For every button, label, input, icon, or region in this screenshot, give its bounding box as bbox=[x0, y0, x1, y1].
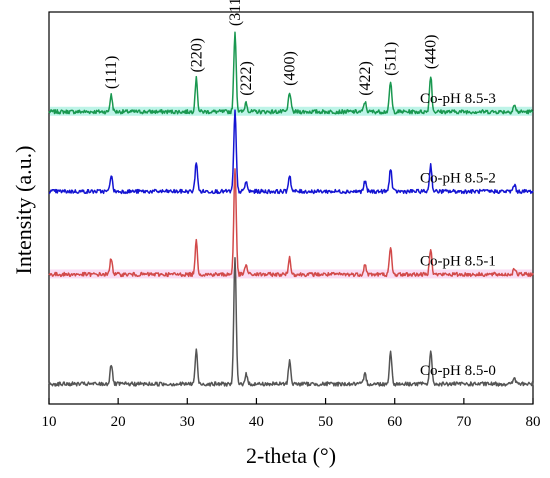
peak-label: (440) bbox=[423, 35, 440, 70]
highlight-bands bbox=[50, 106, 532, 279]
peak-label: (111) bbox=[103, 56, 120, 89]
series-label: Co-pH 8.5-2 bbox=[420, 170, 496, 186]
series-label: Co-pH 8.5-3 bbox=[420, 91, 496, 107]
x-tick-label: 30 bbox=[180, 414, 195, 430]
series-label: Co-pH 8.5-1 bbox=[420, 253, 496, 269]
series-label: Co-pH 8.5-0 bbox=[420, 363, 496, 379]
x-tick-label: 20 bbox=[111, 414, 126, 430]
x-tick-label: 80 bbox=[526, 414, 541, 430]
x-axis-title: 2-theta (°) bbox=[246, 443, 336, 468]
peak-label: (400) bbox=[282, 51, 299, 86]
series-line bbox=[48, 109, 534, 195]
x-tick-label: 50 bbox=[318, 414, 333, 430]
peak-label: (220) bbox=[188, 38, 205, 73]
plot-frame bbox=[48, 11, 534, 405]
peak-label: (311) bbox=[227, 0, 244, 26]
series-highlight-band bbox=[50, 106, 532, 116]
series-highlight-band bbox=[50, 269, 532, 279]
x-tick-label: 60 bbox=[387, 414, 402, 430]
x-tick-label: 10 bbox=[42, 414, 57, 430]
peak-labels: (111) (220) (311) (222) (400) (422) (511) (440) bbox=[103, 0, 439, 96]
peak-label: (422) bbox=[357, 61, 374, 96]
series-line bbox=[48, 257, 534, 387]
x-tick-label: 70 bbox=[456, 414, 471, 430]
x-tick-label: 40 bbox=[249, 414, 264, 430]
y-axis-title: Intensity (a.u.) bbox=[11, 146, 36, 275]
series-labels: Co-pH 8.5-3 Co-pH 8.5-2 Co-pH 8.5-1 Co-pH 8… bbox=[420, 91, 496, 379]
peak-label: (222) bbox=[238, 61, 255, 96]
peak-label: (511) bbox=[383, 42, 400, 76]
series-line bbox=[48, 31, 534, 115]
x-axis-ticks: 10 20 30 40 50 60 70 80 bbox=[42, 398, 541, 430]
series-line bbox=[48, 168, 534, 278]
series-layer bbox=[48, 31, 534, 387]
